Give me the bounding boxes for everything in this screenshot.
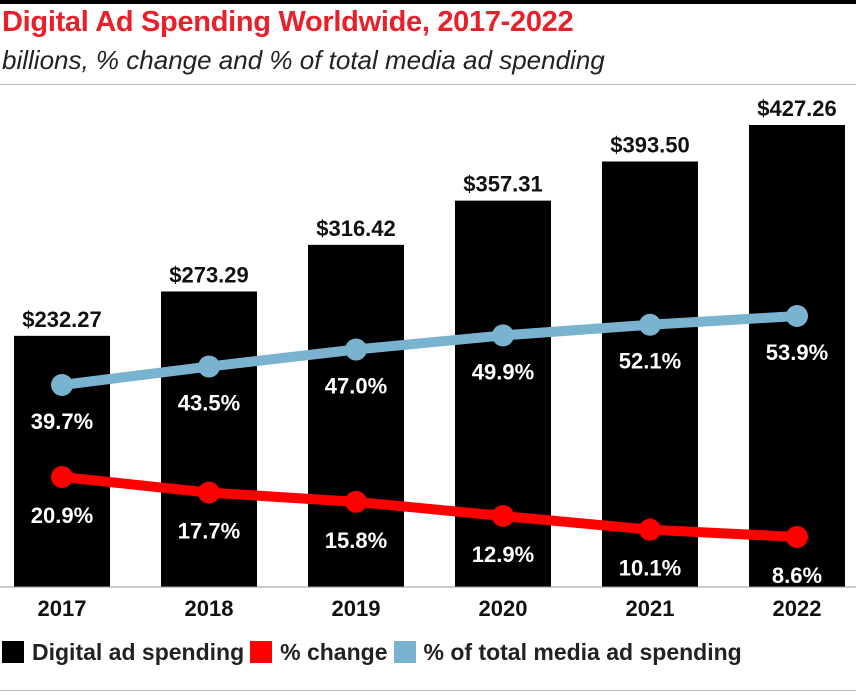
bar-2021 (602, 161, 698, 587)
change-label-2017: 20.9% (31, 503, 93, 528)
bar-label-2022: $427.26 (757, 96, 837, 121)
change-point-2021 (639, 518, 661, 541)
top-rule (0, 0, 856, 4)
legend-item-0: Digital ad spending (2, 639, 244, 666)
change-label-2020: 12.9% (472, 542, 534, 567)
bar-2017 (14, 335, 110, 587)
change-point-2019 (345, 490, 367, 513)
share-label-2020: 49.9% (472, 359, 534, 384)
legend-swatch-0 (2, 641, 24, 663)
change-line (57, 472, 802, 542)
legend-label-2: % of total media ad spending (423, 638, 742, 665)
header-divider (0, 84, 856, 85)
bar-2019 (308, 244, 404, 587)
change-point-2017 (51, 466, 73, 488)
bar-label-2018: $273.29 (169, 262, 249, 287)
x-tick-2017: 2017 (38, 596, 87, 621)
bar-2018 (161, 291, 257, 587)
x-tick-2019: 2019 (332, 596, 381, 621)
share-label-2021: 52.1% (619, 349, 681, 374)
x-tick-2018: 2018 (185, 596, 234, 621)
share-point-2021 (639, 313, 661, 336)
change-label-2018: 17.7% (178, 519, 240, 544)
x-tick-2020: 2020 (479, 596, 528, 621)
combo-chart: $232.27 $273.29 $316.42 $357.31 $393.50 $427.… (0, 96, 856, 621)
change-label-2021: 10.1% (619, 556, 681, 581)
share-point-2019 (345, 338, 367, 361)
bar-2022 (749, 125, 845, 587)
share-label-2022: 53.9% (766, 340, 828, 365)
chart-legend: Digital ad spending % change % of total me… (2, 637, 748, 667)
legend-swatch-1 (250, 641, 273, 663)
change-point-2022 (786, 526, 808, 548)
share-label-2019: 47.0% (325, 374, 387, 399)
legend-swatch-2 (393, 641, 416, 663)
legend-label-1: % change (280, 638, 388, 665)
bar-label-2019: $316.42 (316, 216, 396, 241)
share-point-2022 (786, 305, 808, 327)
legend-item-2: % of total media ad spending (393, 638, 742, 666)
legend-label-0: Digital ad spending (32, 638, 245, 665)
x-tick-2022: 2022 (773, 596, 822, 621)
bar-label-2020: $357.31 (463, 172, 543, 197)
legend-item-1: % change (250, 638, 388, 666)
share-point-2020 (492, 324, 514, 347)
chart-subtitle: billions, % change and % of total media … (2, 45, 605, 75)
change-label-2022: 8.6% (772, 563, 822, 588)
change-point-2018 (198, 481, 220, 504)
share-label-2018: 43.5% (178, 391, 240, 416)
bar-2020 (455, 200, 551, 587)
share-point-2018 (198, 355, 220, 378)
bar-label-2021: $393.50 (610, 133, 690, 158)
bar-label-2017: $232.27 (22, 307, 102, 332)
bottom-rule (0, 690, 856, 691)
change-point-2020 (492, 505, 514, 528)
x-tick-2021: 2021 (626, 596, 675, 621)
share-point-2017 (51, 374, 73, 396)
chart-title: Digital Ad Spending Worldwide, 2017-2022 (2, 6, 574, 38)
change-label-2019: 15.8% (325, 528, 387, 553)
share-line (57, 311, 802, 390)
share-label-2017: 39.7% (31, 409, 93, 434)
